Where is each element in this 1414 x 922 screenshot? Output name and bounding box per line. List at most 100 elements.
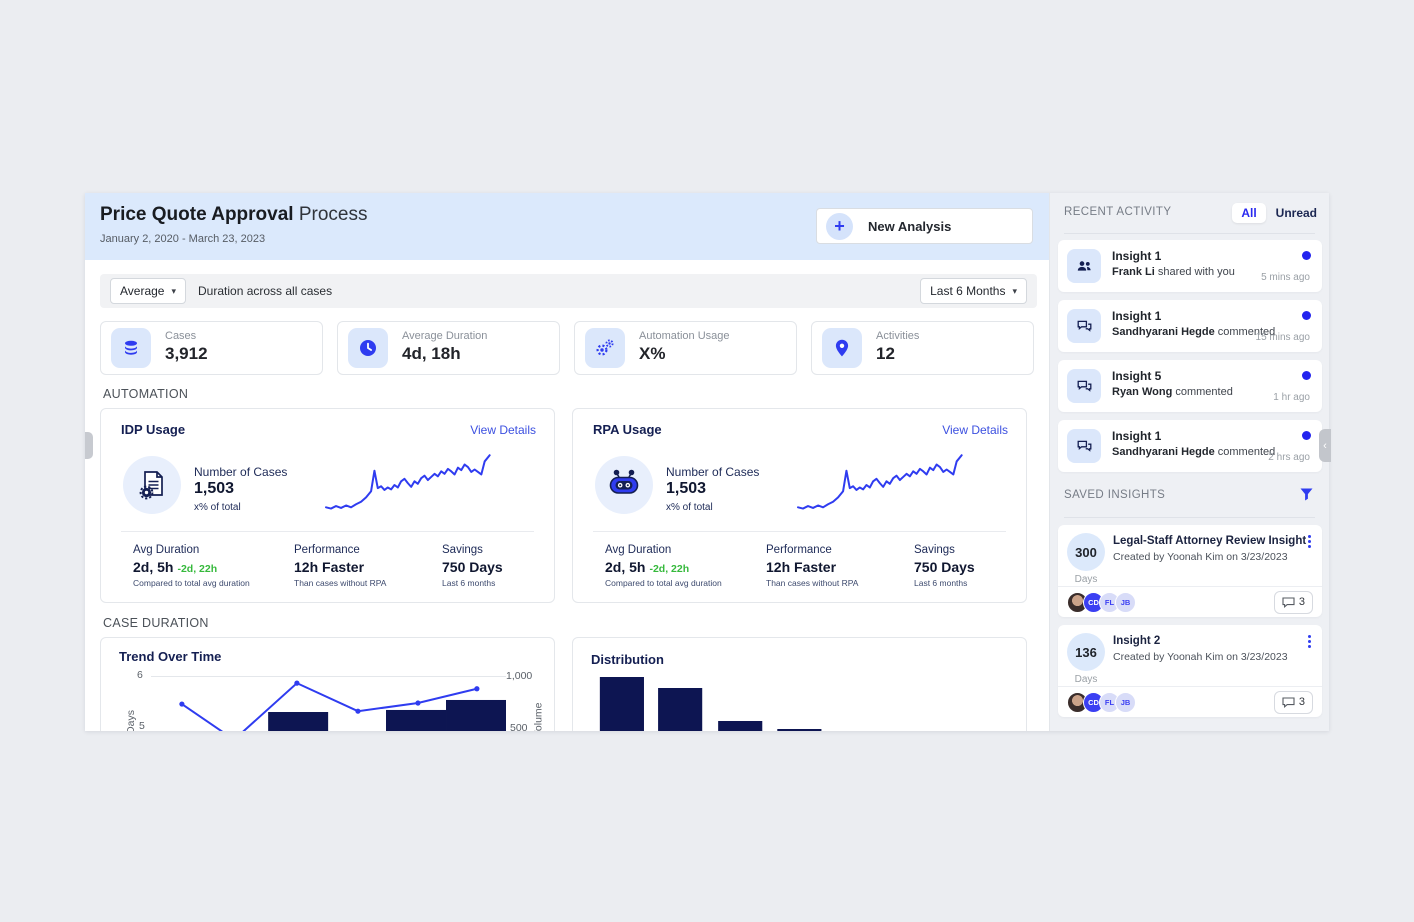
activity-item[interactable]: Insight 5 Ryan Wong commented 1 hr ago bbox=[1058, 360, 1322, 412]
stat-label: Savings bbox=[442, 544, 483, 556]
action-text: shared with you bbox=[1154, 266, 1235, 278]
kebab-menu-icon[interactable] bbox=[1308, 535, 1311, 548]
stat-subtext: Compared to total avg duration bbox=[605, 578, 722, 588]
stat-subtext: Than cases without RPA bbox=[294, 578, 387, 588]
y-left-tick-6: 6 bbox=[137, 669, 143, 681]
unread-dot bbox=[1302, 431, 1311, 440]
stat-value: 12h Faster bbox=[766, 559, 837, 575]
avg-duration-stat: Avg Duration 2d, 5h -2d, 22h Compared to … bbox=[133, 544, 250, 588]
tab-unread[interactable]: Unread bbox=[1275, 206, 1317, 220]
insight-footer: CD FL JB 3 bbox=[1058, 586, 1322, 617]
activity-tabs: All Unread bbox=[1232, 203, 1317, 223]
stat-subtext: Last 6 months bbox=[914, 578, 968, 588]
automation-cards-row: IDP Usage View Details Number of Cases 1… bbox=[100, 408, 1027, 603]
saved-insight-card[interactable]: 136 Days Insight 2 Created by Yoonah Kim… bbox=[1058, 625, 1322, 717]
activity-icon-chip bbox=[1067, 249, 1101, 283]
activity-subtext: Ryan Wong commented bbox=[1112, 386, 1233, 398]
number-of-cases-value: 1,503 bbox=[194, 480, 235, 497]
timestamp: 15 mins ago bbox=[1255, 332, 1310, 343]
percent-of-total: x% of total bbox=[194, 502, 241, 513]
stat-subtext: Than cases without RPA bbox=[766, 578, 859, 588]
kebab-menu-icon[interactable] bbox=[1308, 635, 1311, 648]
automation-icon-circle bbox=[123, 456, 181, 514]
view-details-link[interactable]: View Details bbox=[470, 423, 536, 437]
performance-stat: Performance 12h Faster Than cases withou… bbox=[294, 544, 386, 588]
left-panel-handle[interactable] bbox=[85, 432, 93, 459]
stat-value: 2d, 5h -2d, 22h bbox=[133, 559, 250, 575]
right-panel-handle[interactable]: ‹ bbox=[1319, 429, 1331, 462]
stat-cards-row: Cases 3,912 Average Duration 4d, 18h bbox=[100, 321, 1034, 375]
metric-dropdown[interactable]: Average ▾ bbox=[110, 278, 187, 304]
map-pin-icon bbox=[835, 339, 849, 357]
stat-label: Savings bbox=[914, 544, 955, 556]
stat-icon-chip bbox=[585, 328, 625, 368]
date-range-dropdown-value: Last 6 Months bbox=[930, 284, 1006, 298]
avg-duration-stat: Avg Duration 2d, 5h -2d, 22h Compared to … bbox=[605, 544, 722, 588]
stat-card: Average Duration 4d, 18h bbox=[337, 321, 560, 375]
page-title: Price Quote Approval Process bbox=[100, 204, 367, 226]
stat-value-main: 2d, 5h bbox=[605, 559, 646, 575]
filter-bar: Average ▾ Duration across all cases Last… bbox=[100, 274, 1037, 308]
new-analysis-button[interactable]: + New Analysis bbox=[816, 208, 1033, 244]
filter-icon[interactable] bbox=[1299, 487, 1314, 502]
chevron-down-icon: ▾ bbox=[1012, 285, 1017, 296]
savings-stat: Savings 750 Days Last 6 months bbox=[442, 544, 503, 588]
comments-count: 3 bbox=[1298, 596, 1305, 608]
delta-value: -2d, 22h bbox=[649, 563, 690, 575]
saved-insight-card[interactable]: 300 Days Legal-Staff Attorney Review Ins… bbox=[1058, 525, 1322, 617]
stat-label: Cases bbox=[165, 330, 197, 342]
comments-badge[interactable]: 3 bbox=[1273, 590, 1313, 614]
insight-footer: CD FL JB 3 bbox=[1058, 686, 1322, 717]
activity-item[interactable]: Insight 1 Sandhyarani Hegde commented 15… bbox=[1058, 300, 1322, 352]
distribution-chart bbox=[573, 638, 1026, 731]
metric-dropdown-value: Average bbox=[120, 284, 165, 298]
number-of-cases-label: Number of Cases bbox=[194, 465, 288, 479]
plus-icon: + bbox=[826, 212, 853, 240]
unread-dot bbox=[1302, 251, 1311, 260]
automation-card: IDP Usage View Details Number of Cases 1… bbox=[100, 408, 555, 603]
metric-unit: Days bbox=[1074, 574, 1098, 585]
view-details-link[interactable]: View Details bbox=[942, 423, 1008, 437]
comment-icon bbox=[1077, 440, 1091, 452]
stat-label: Automation Usage bbox=[639, 330, 730, 342]
stat-card: Automation Usage X% bbox=[574, 321, 797, 375]
recent-activity-title: RECENT ACTIVITY bbox=[1064, 206, 1172, 218]
action-text: commented bbox=[1172, 386, 1233, 398]
y-left-tick-5: 5 bbox=[139, 720, 145, 731]
activity-item[interactable]: Insight 1 Sandhyarani Hegde commented 2 … bbox=[1058, 420, 1322, 472]
action-text: commented bbox=[1214, 446, 1276, 458]
activity-title: Insight 1 bbox=[1112, 429, 1162, 443]
divider bbox=[593, 531, 1006, 532]
comment-bubble-icon bbox=[1282, 596, 1295, 608]
insight-title: Legal-Staff Attorney Review Insight bbox=[1113, 535, 1307, 547]
activity-subtext: Sandhyarani Hegde commented bbox=[1112, 446, 1275, 458]
clock-icon bbox=[360, 340, 376, 356]
section-label-case-duration: CASE DURATION bbox=[103, 616, 209, 630]
saved-insights-list: 300 Days Legal-Staff Attorney Review Ins… bbox=[1058, 525, 1322, 717]
automation-card-title: IDP Usage bbox=[121, 422, 186, 437]
users-icon bbox=[1077, 260, 1091, 271]
comment-icon bbox=[1077, 380, 1091, 392]
tab-all[interactable]: All bbox=[1232, 203, 1266, 223]
actor-name: Ryan Wong bbox=[1112, 386, 1173, 398]
performance-stat: Performance 12h Faster Than cases withou… bbox=[766, 544, 858, 588]
date-range-dropdown[interactable]: Last 6 Months ▾ bbox=[920, 278, 1027, 304]
stat-label: Avg Duration bbox=[133, 544, 200, 556]
y-right-axis-label: Volume bbox=[532, 702, 545, 731]
stat-value: 750 Days bbox=[442, 559, 503, 575]
stat-label: Activities bbox=[876, 330, 920, 342]
activity-icon-chip bbox=[1067, 309, 1101, 343]
activity-item[interactable]: Insight 1 Frank Li shared with you 5 min… bbox=[1058, 240, 1322, 292]
divider bbox=[1064, 233, 1315, 234]
stat-label: Performance bbox=[294, 544, 360, 556]
comment-icon bbox=[1077, 320, 1091, 332]
insight-meta: Created by Yoonah Kim on 3/23/2023 bbox=[1113, 551, 1288, 563]
y-right-tick-500: 500 bbox=[510, 722, 528, 731]
comments-badge[interactable]: 3 bbox=[1273, 690, 1313, 714]
usage-sparkline-chart bbox=[798, 454, 965, 516]
new-analysis-label: New Analysis bbox=[868, 218, 952, 234]
trend-over-time-chart bbox=[151, 676, 507, 731]
insight-title: Insight 2 bbox=[1113, 635, 1161, 647]
activity-title: Insight 1 bbox=[1112, 249, 1162, 263]
